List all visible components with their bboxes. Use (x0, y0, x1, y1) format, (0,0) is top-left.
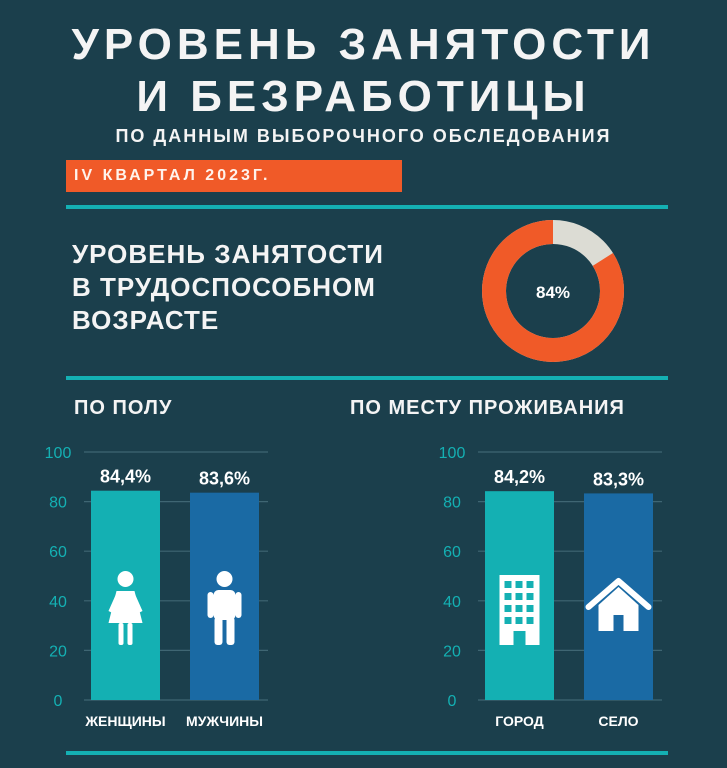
employment-rate-title-line: ВОЗРАСТЕ (72, 305, 220, 335)
employment-rate-title: УРОВЕНЬ ЗАНЯТОСТИ В ТРУДОСПОСОБНОМ ВОЗРА… (72, 238, 384, 337)
period-banner: IV КВАРТАЛ 2023Г. (66, 160, 402, 192)
y-tick-label: 40 (49, 594, 67, 611)
y-tick-label: 80 (49, 495, 67, 512)
y-tick-label: 100 (45, 445, 72, 462)
gender-bar-chart: 0 20 40 60 80 100 84,4% ЖЕНЩИНЫ 83,6% МУЖЧИНЫ (45, 445, 268, 729)
category-label: ЖЕНЩИНЫ (84, 713, 165, 729)
donut-label: 84% (536, 283, 570, 302)
divider-bottom (66, 751, 668, 755)
y-tick-label: 100 (439, 445, 466, 462)
subtitle: ПО ДАННЫМ ВЫБОРОЧНОГО ОБСЛЕДОВАНИЯ (115, 126, 612, 146)
y-tick-label: 20 (49, 643, 67, 660)
bar-value-label: 83,3% (593, 469, 644, 489)
divider-middle (66, 376, 668, 380)
category-label: ГОРОД (495, 713, 544, 729)
y-tick-label: 0 (448, 693, 457, 710)
bar-value-label: 84,4% (100, 467, 151, 487)
y-tick-label: 20 (443, 643, 461, 660)
y-tick-label: 60 (49, 544, 67, 561)
donut-value-arc (482, 220, 624, 362)
residence-bar-chart: 0 20 40 60 80 100 84,2% ГОРОД 83,3% СЕЛО (439, 445, 662, 729)
employment-rate-title-line: В ТРУДОСПОСОБНОМ (72, 272, 376, 302)
male-person-icon (207, 571, 242, 645)
by-gender-title: ПО ПОЛУ (74, 397, 173, 419)
bar-value-label: 83,6% (199, 469, 250, 489)
category-label: МУЖЧИНЫ (186, 713, 263, 729)
building-icon (499, 575, 540, 645)
female-person-icon (108, 571, 143, 645)
employment-donut: 84% (482, 220, 624, 362)
employment-rate-title-line: УРОВЕНЬ ЗАНЯТОСТИ (72, 239, 384, 269)
title-line-2: И БЕЗРАБОТИЦЫ (136, 72, 591, 121)
y-tick-label: 60 (443, 544, 461, 561)
y-tick-label: 80 (443, 495, 461, 512)
divider-top (66, 205, 668, 209)
by-residence-title: ПО МЕСТУ ПРОЖИВАНИЯ (350, 397, 625, 419)
y-tick-label: 0 (54, 693, 63, 710)
category-label: СЕЛО (598, 713, 638, 729)
house-icon (585, 578, 652, 631)
title-line-1: УРОВЕНЬ ЗАНЯТОСТИ (71, 20, 656, 69)
bar-value-label: 84,2% (494, 467, 545, 487)
y-tick-label: 40 (443, 594, 461, 611)
